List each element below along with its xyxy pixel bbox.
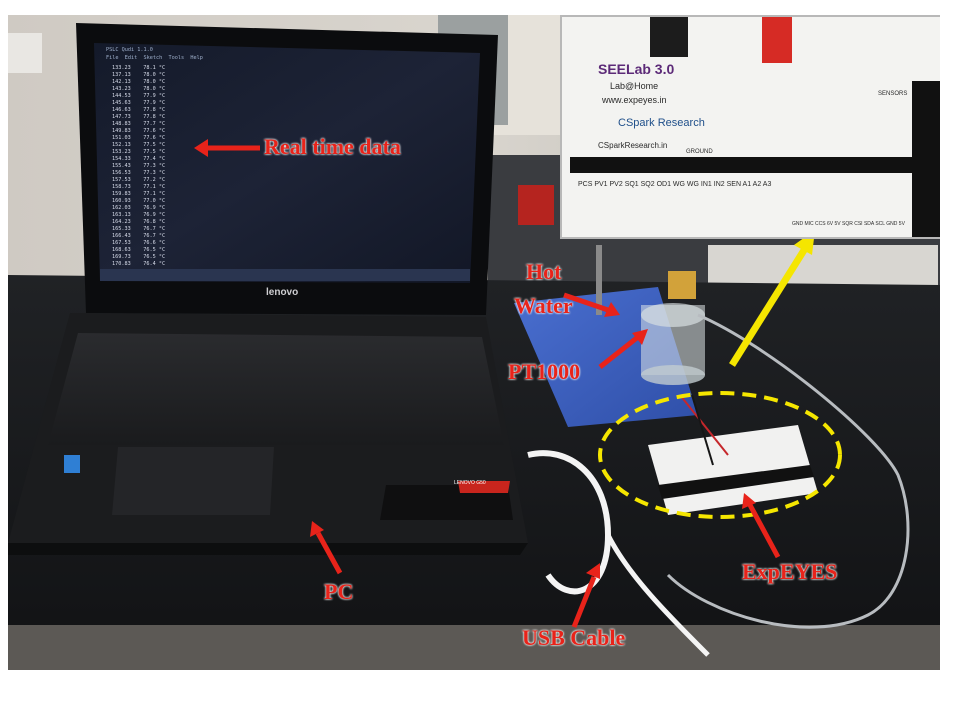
screen-row: 159.83 77.1 °C	[112, 191, 166, 197]
inset-company: CSpark Research	[618, 117, 705, 129]
screen-row: 165.33 76.7 °C	[112, 226, 166, 232]
screen-row: 166.43 76.7 °C	[112, 233, 166, 239]
screen-row: 152.13 77.5 °C	[112, 142, 166, 148]
screen-row: 170.83 76.4 °C	[112, 261, 166, 267]
inset-brand: SEELab 3.0	[598, 61, 675, 77]
screen-row: 137.13 78.0 °C	[112, 72, 166, 78]
screen-row: 151.03 77.6 °C	[112, 135, 166, 141]
screen-row: 164.23 76.8 °C	[112, 219, 166, 225]
screen-row: 144.53 77.9 °C	[112, 93, 166, 99]
screen-row: 160.93 77.0 °C	[112, 198, 166, 204]
photo: PSLC Qudi 1.1.0 File Edit Sketch Tools H…	[8, 15, 940, 670]
screen-row: 145.63 77.9 °C	[112, 100, 166, 106]
label-pc: PC	[324, 579, 354, 604]
inset-company-url: CSparkResearch.in	[598, 141, 668, 150]
label-hot-water-line1: Hot	[526, 259, 562, 284]
screen-row: 153.23 77.5 °C	[112, 149, 166, 155]
label-pt1000: PT1000	[508, 359, 581, 384]
window-title: PSLC Qudi 1.1.0	[106, 47, 153, 53]
inset-tagline: Lab@Home	[610, 81, 659, 91]
screen-row: 167.53 76.6 °C	[112, 240, 166, 246]
screen-row: 143.23 78.0 °C	[112, 86, 166, 92]
screen-row: 148.83 77.7 °C	[112, 121, 166, 127]
screen-row: 133.23 78.1 °C	[112, 65, 166, 71]
screen-row: 157.53 77.2 °C	[112, 177, 166, 183]
screen-row: 163.13 76.9 °C	[112, 212, 166, 218]
screen-text: PSLC Qudi 1.1.0 File Edit Sketch Tools H…	[106, 45, 466, 271]
label-usb-cable: USB Cable	[522, 625, 626, 650]
screen-row: 169.73 76.5 °C	[112, 254, 166, 260]
screen-row: 158.73 77.1 °C	[112, 184, 166, 190]
label-expeyes: ExpEYES	[742, 559, 838, 584]
inset-url: www.expeyes.in	[602, 95, 667, 105]
inset-pins-bottom: PCS PV1 PV2 SQ1 SQ2 OD1 WG WG IN1 IN2 SE…	[578, 181, 772, 188]
inset-red-clip	[762, 17, 792, 63]
label-hot-water-line2: Water	[514, 293, 573, 318]
window-menu: File Edit Sketch Tools Help	[106, 55, 203, 61]
inset-right-strip	[912, 81, 940, 237]
screen-row: 142.13 78.0 °C	[112, 79, 166, 85]
label-real-time-data: Real time data	[264, 134, 401, 159]
board-inset: SEELab 3.0 Lab@Home www.expeyes.in CSpar…	[560, 15, 940, 239]
screen-row: 147.73 77.8 °C	[112, 114, 166, 120]
screen-row: 156.53 77.3 °C	[112, 170, 166, 176]
screen-row: 155.43 77.3 °C	[112, 163, 166, 169]
laptop-brand: lenovo	[266, 287, 299, 298]
screen-row: 149.83 77.6 °C	[112, 128, 166, 134]
screen-row: 154.33 77.4 °C	[112, 156, 166, 162]
inset-sensors-label: SENSORS	[878, 91, 908, 97]
screen-row: 162.03 76.9 °C	[112, 205, 166, 211]
inset-ground-strip	[570, 157, 940, 173]
inset-black-clip	[650, 17, 688, 57]
inset-ground-label: GROUND	[686, 149, 713, 155]
screen-row: 146.63 77.8 °C	[112, 107, 166, 113]
screen-row: 168.63 76.5 °C	[112, 247, 166, 253]
inset-pins-right: GND MIC CCS 6V 5V SQR CSI SDA SCL GND 5V	[792, 221, 905, 227]
laptop-model-badge: LENOVO G50	[454, 480, 486, 486]
